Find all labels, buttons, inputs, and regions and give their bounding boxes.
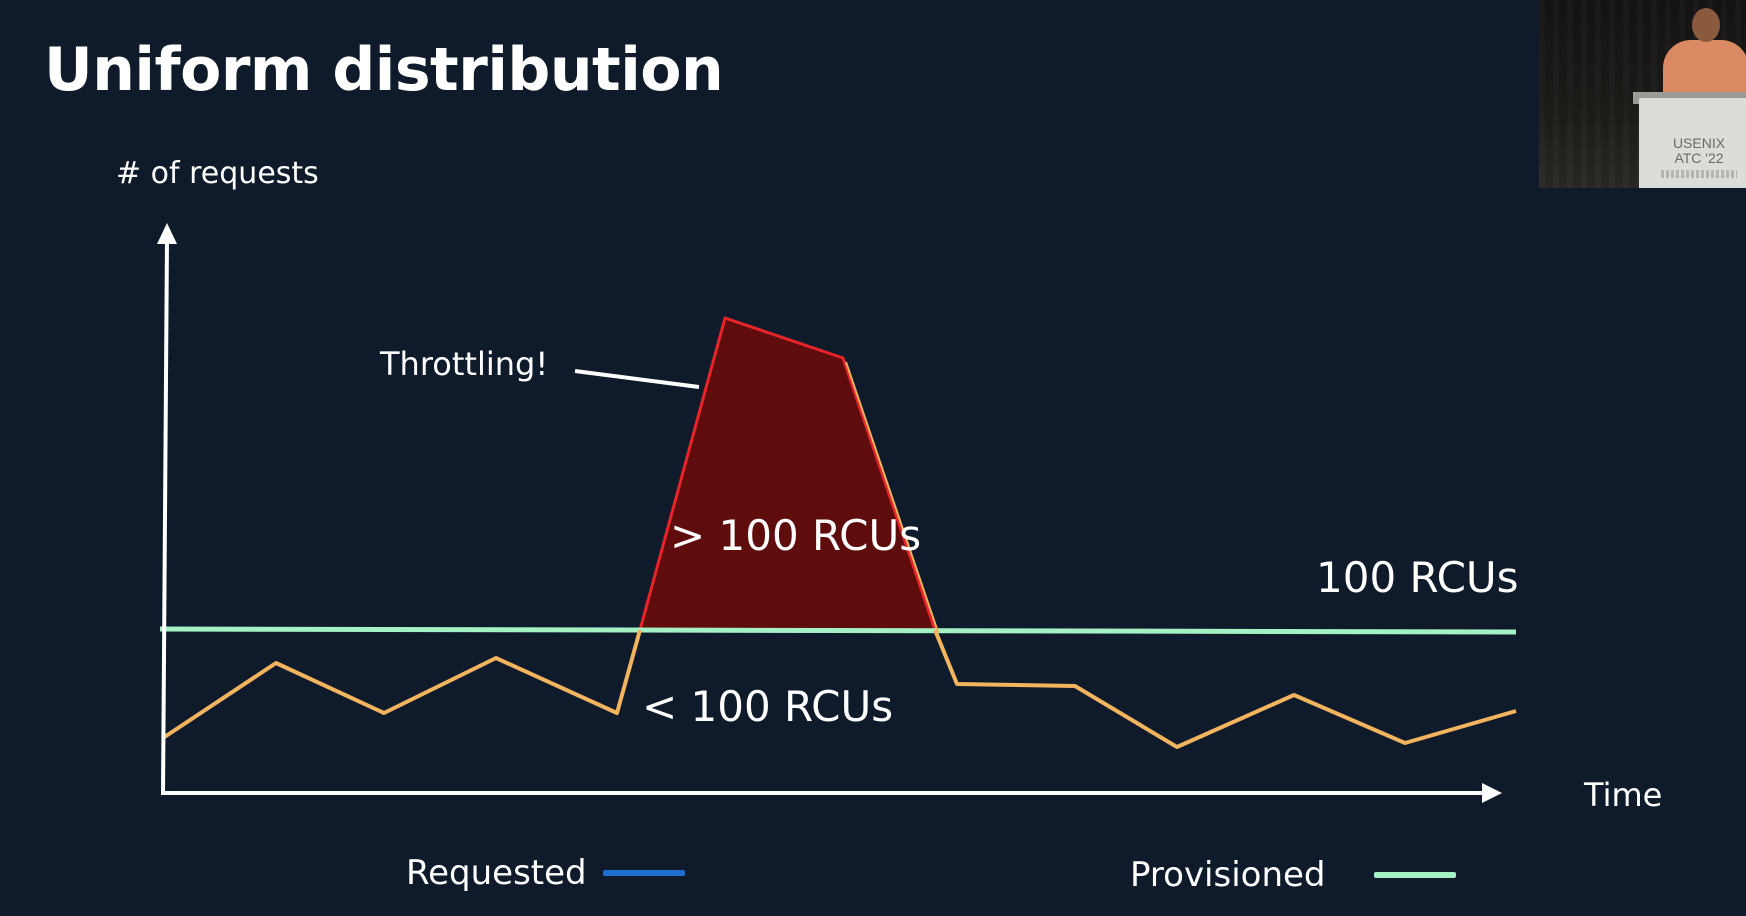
podium-fine-print	[1661, 170, 1737, 178]
y-axis-label: # of requests	[116, 156, 319, 191]
above-capacity-label: > 100 RCUs	[670, 511, 922, 560]
x-axis-label: Time	[1584, 776, 1663, 814]
requested-line-tail	[933, 629, 1517, 749]
y-axis	[161, 237, 169, 796]
requested-spike-edge	[845, 361, 939, 633]
below-capacity-label: < 100 RCUs	[642, 682, 894, 731]
y-axis-arrowhead	[157, 223, 177, 244]
legend-requested-label: Requested	[406, 853, 587, 893]
capacity-threshold-label: 100 RCUs	[1316, 553, 1519, 602]
throttling-annotation: Throttling!	[380, 345, 549, 383]
provisioned-line	[159, 626, 1517, 635]
throttled-area	[638, 316, 937, 632]
podium-sign-line-2: ATC '22	[1674, 150, 1724, 166]
legend-provisioned: Provisioned	[1130, 853, 1456, 897]
requested-line	[161, 629, 642, 740]
legend-provisioned-swatch	[1373, 872, 1456, 878]
podium-sign-line-1: USENIX	[1672, 135, 1726, 151]
legend-requested: Requested	[406, 851, 685, 895]
speaker-video-inset: USENIX ATC '22	[1539, 0, 1746, 188]
podium-sign: USENIX ATC '22	[1659, 136, 1739, 166]
speaker-head	[1692, 8, 1720, 42]
slide-title: Uniform distribution	[44, 35, 724, 105]
x-axis-arrowhead	[1482, 783, 1502, 803]
legend-provisioned-label: Provisioned	[1130, 855, 1326, 895]
annotation-leader	[574, 369, 700, 389]
legend-requested-swatch	[602, 870, 685, 876]
